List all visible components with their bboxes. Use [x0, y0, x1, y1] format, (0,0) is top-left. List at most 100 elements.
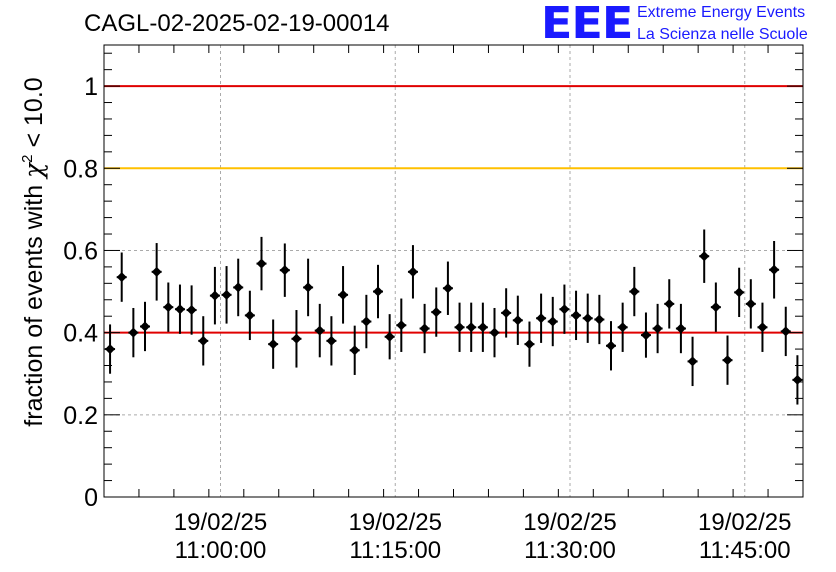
data-point — [349, 325, 360, 375]
data-point — [606, 321, 617, 371]
point-marker — [582, 313, 593, 324]
data-point — [780, 306, 791, 357]
data-point — [664, 279, 675, 329]
point-marker — [780, 326, 791, 337]
data-point — [128, 307, 139, 358]
data-point — [256, 236, 267, 291]
data-point — [489, 307, 500, 358]
x-tick-date: 19/02/25 — [523, 509, 616, 536]
data-point — [769, 241, 780, 299]
data-point — [233, 258, 244, 317]
data-point — [338, 266, 349, 324]
data-point — [174, 284, 185, 334]
point-marker — [652, 323, 663, 334]
x-tick-time: 11:45:00 — [699, 537, 791, 564]
data-point — [466, 302, 477, 352]
data-point — [582, 293, 593, 343]
y-tick-label: 1 — [84, 73, 98, 101]
point-marker — [174, 304, 185, 315]
data-point — [559, 284, 570, 334]
y-tick-label: 0.6 — [63, 237, 98, 265]
point-marker — [384, 331, 395, 342]
data-point — [431, 287, 442, 337]
point-marker — [140, 321, 151, 332]
point-marker — [734, 287, 745, 298]
point-marker — [710, 302, 721, 313]
point-marker — [536, 313, 547, 324]
data-point — [524, 321, 535, 367]
data-point — [477, 302, 488, 352]
data-point — [291, 310, 302, 368]
point-marker — [163, 302, 174, 313]
point-marker — [675, 323, 686, 334]
point-marker — [338, 289, 349, 300]
data-point — [629, 266, 640, 317]
logo-line-1: Extreme Energy Events — [637, 4, 806, 21]
point-marker — [571, 310, 582, 321]
point-marker — [244, 310, 255, 321]
data-point — [547, 296, 558, 347]
data-point — [652, 303, 663, 354]
y-tick-label: 0 — [84, 484, 98, 512]
x-tick-labels: 19/02/2511:00:0019/02/2511:15:0019/02/25… — [174, 509, 792, 564]
point-marker — [547, 316, 558, 327]
point-marker — [326, 335, 337, 346]
point-marker — [279, 265, 290, 276]
data-point — [617, 302, 628, 352]
data-point — [396, 298, 407, 352]
x-tick-date: 19/02/25 — [698, 509, 791, 536]
data-points — [105, 229, 803, 405]
data-point — [244, 290, 255, 341]
data-point — [373, 264, 384, 319]
point-marker — [594, 314, 605, 325]
point-marker — [349, 345, 360, 356]
reference-lines — [104, 85, 803, 334]
point-marker — [524, 339, 535, 350]
data-point — [384, 314, 395, 360]
data-point — [151, 243, 162, 301]
point-marker — [664, 298, 675, 309]
point-marker — [769, 264, 780, 275]
logo-line-2: La Scienza nelle Scuole — [637, 26, 808, 43]
point-marker — [640, 330, 651, 341]
data-point — [407, 245, 418, 299]
data-point — [536, 293, 547, 343]
point-marker — [268, 339, 279, 350]
point-marker — [291, 333, 302, 344]
data-point — [186, 285, 197, 335]
data-point — [116, 252, 127, 302]
x-tick-date: 19/02/25 — [349, 509, 442, 536]
point-marker — [699, 251, 710, 262]
point-marker — [466, 322, 477, 333]
y-tick-label: 0.8 — [63, 155, 98, 183]
point-marker — [361, 316, 372, 327]
point-marker — [501, 307, 512, 318]
point-marker — [419, 323, 430, 334]
point-marker — [722, 355, 733, 366]
point-marker — [629, 286, 640, 297]
x-tick-date: 19/02/25 — [174, 509, 267, 536]
point-marker — [221, 289, 232, 300]
point-marker — [314, 325, 325, 336]
x-tick-time: 11:15:00 — [349, 537, 441, 564]
data-point — [361, 294, 372, 349]
data-point — [687, 336, 698, 387]
y-tick-labels: 0 0.2 0.4 0.6 0.8 1 — [63, 73, 98, 512]
data-point — [209, 266, 220, 325]
point-marker — [454, 322, 465, 333]
point-marker — [606, 340, 617, 351]
data-point — [722, 335, 733, 385]
data-point — [745, 279, 756, 329]
data-point — [734, 267, 745, 318]
data-point — [442, 261, 453, 315]
point-marker — [512, 315, 523, 326]
data-point — [314, 303, 325, 358]
data-point — [163, 282, 174, 332]
point-marker — [198, 335, 209, 346]
data-point — [419, 303, 430, 354]
data-point — [571, 290, 582, 341]
point-marker — [128, 327, 139, 338]
point-marker — [303, 282, 314, 293]
point-marker — [396, 320, 407, 331]
